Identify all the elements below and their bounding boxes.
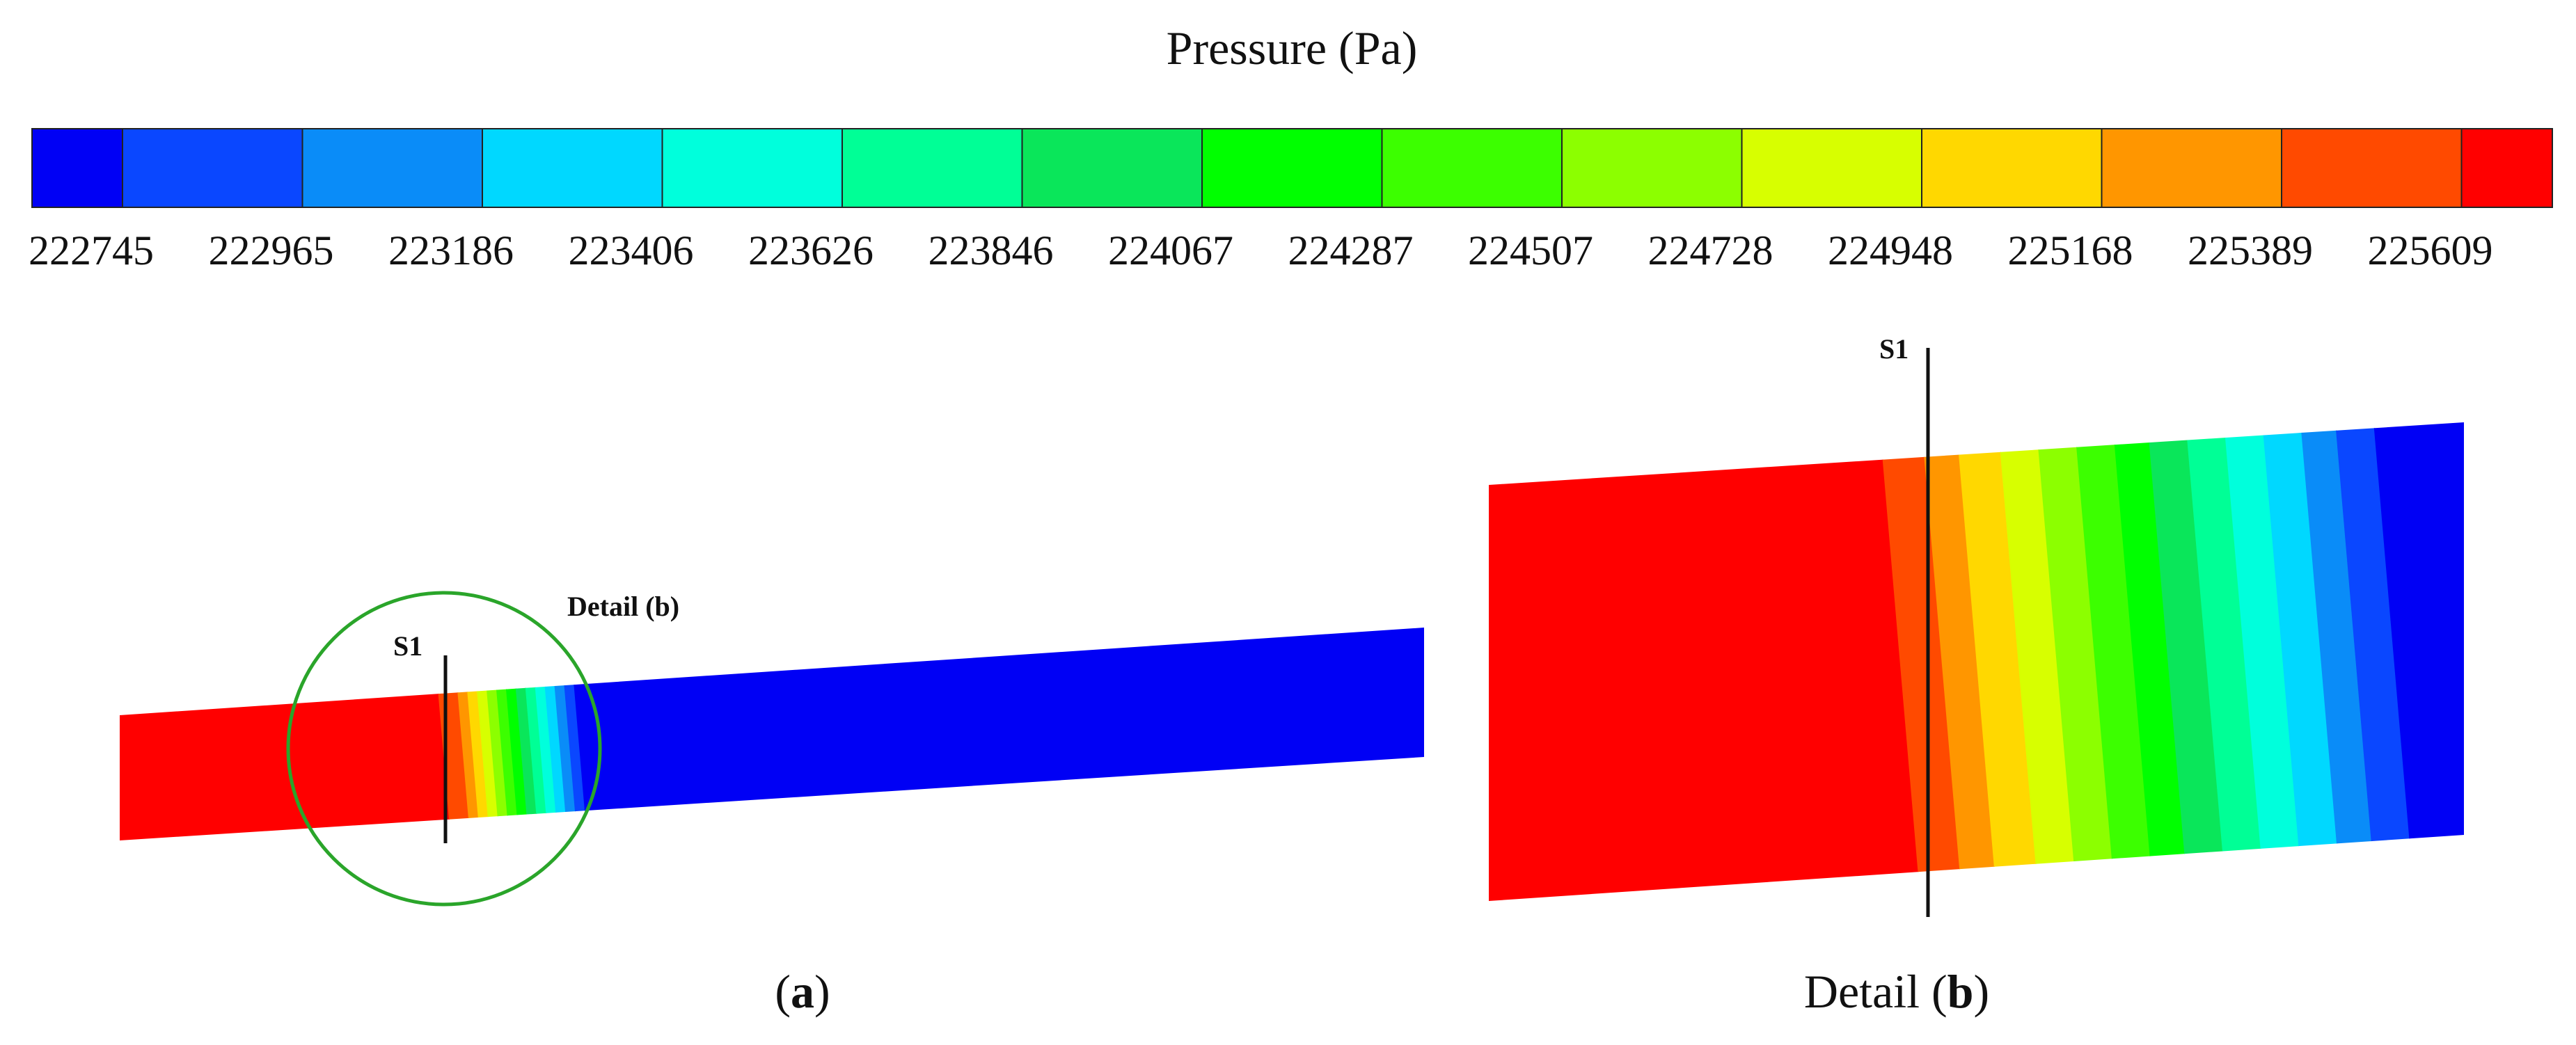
panel-b-caption: Detail (b) — [1804, 965, 1989, 1018]
legend-color-cell — [1741, 128, 1922, 208]
legend-tick-label: 224507 — [1468, 228, 1593, 273]
section-s1-label-detail: S1 — [1879, 333, 1909, 365]
section-s1-label: S1 — [393, 630, 422, 662]
legend-tick-label: 223626 — [748, 228, 874, 273]
contour-band — [1997, 422, 2078, 901]
detail-b-label: Detail (b) — [567, 591, 679, 622]
legend-color-cell — [1021, 128, 1203, 208]
legend-tick-labels: 222745 222965 223186 223406 223626 223846 2240… — [29, 228, 2493, 273]
contour-band — [567, 628, 1424, 840]
panel-b: S1 Detail (b) — [1489, 333, 2464, 1018]
panel-a: S1 Detail (b) (a) — [120, 591, 1424, 1018]
contour-band — [2334, 422, 2416, 901]
legend-color-cell — [2460, 128, 2553, 208]
legend-tick-label: 223846 — [929, 228, 1054, 273]
legend-color-cell — [1381, 128, 1563, 208]
legend-tick-label: 224728 — [1648, 228, 1773, 273]
legend-color-cell — [2281, 128, 2463, 208]
pressure-color-legend: Pressure (Pa) 222745 222965 223186 223406 22… — [29, 22, 2553, 273]
legend-color-cell — [482, 128, 663, 208]
contour-band — [2035, 422, 2117, 901]
contour-band — [2261, 422, 2343, 901]
contour-band — [1955, 422, 2040, 901]
legend-tick-label: 224948 — [1828, 228, 1953, 273]
legend-tick-label: 224067 — [1108, 228, 1233, 273]
legend-color-cell — [1921, 128, 2103, 208]
panel-b-pressure-contour-detail — [1489, 422, 2464, 901]
contour-band — [2300, 422, 2378, 901]
contour-band — [2223, 422, 2305, 901]
contour-band — [1879, 422, 1963, 901]
legend-tick-label: 222745 — [29, 228, 154, 273]
legend-color-cell — [841, 128, 1023, 208]
contour-band — [2112, 422, 2190, 901]
legend-color-cell — [1561, 128, 1743, 208]
legend-color-cell — [122, 128, 303, 208]
legend-tick-label: 223186 — [388, 228, 514, 273]
legend-tick-label: 225389 — [2188, 228, 2313, 273]
legend-color-cell — [31, 128, 123, 208]
panel-a-caption: (a) — [775, 965, 830, 1018]
legend-color-cell — [2101, 128, 2282, 208]
legend-tick-label: 225168 — [2008, 228, 2133, 273]
contour-band — [1920, 422, 1998, 901]
panel-a-pressure-contour — [120, 628, 1424, 840]
legend-tick-label: 225609 — [2368, 228, 2493, 273]
legend-color-cell — [1201, 128, 1383, 208]
legend-color-cell — [661, 128, 843, 208]
contour-band — [1489, 422, 1922, 901]
contour-band — [2185, 422, 2266, 901]
contour-band — [2147, 422, 2228, 901]
contour-band — [2073, 422, 2155, 901]
legend-color-bar — [31, 128, 2553, 208]
legend-color-cell — [301, 128, 483, 208]
legend-tick-label: 224287 — [1288, 228, 1414, 273]
legend-title: Pressure (Pa) — [1167, 22, 1418, 74]
legend-tick-label: 223406 — [569, 228, 694, 273]
legend-tick-label: 222965 — [209, 228, 334, 273]
contour-band — [2373, 422, 2464, 901]
detail-highlight-circle — [286, 591, 602, 907]
